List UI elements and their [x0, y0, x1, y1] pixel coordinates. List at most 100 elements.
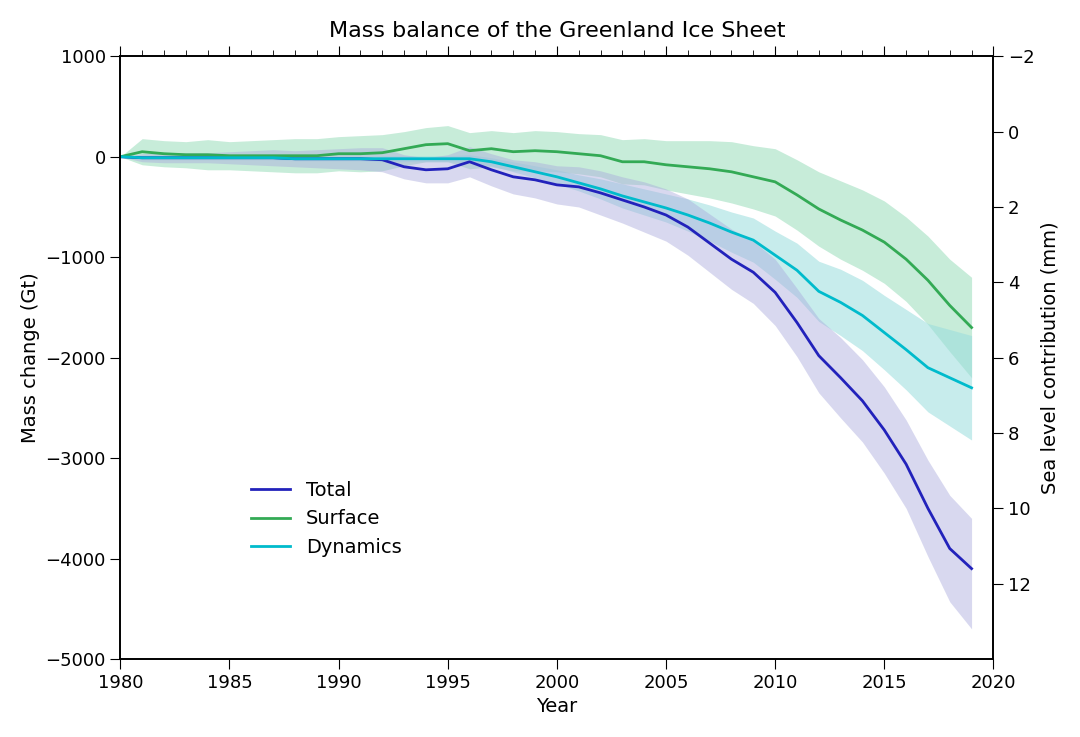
Surface [507, 147, 519, 156]
Dynamics [725, 228, 738, 237]
Dynamics [681, 211, 694, 220]
Dynamics [463, 154, 476, 163]
Dynamics [333, 154, 346, 163]
Surface [681, 162, 694, 171]
Surface [485, 144, 498, 153]
Total [900, 460, 913, 469]
Surface [856, 226, 869, 234]
Surface [333, 150, 346, 158]
Surface [966, 323, 978, 332]
Dynamics [442, 154, 455, 163]
Dynamics [245, 153, 258, 162]
Surface [878, 238, 891, 247]
Dynamics [594, 184, 607, 193]
Total [725, 255, 738, 264]
Surface [310, 151, 323, 160]
Surface [419, 140, 432, 149]
Surface [136, 147, 149, 156]
Surface [594, 151, 607, 160]
Total [572, 183, 585, 192]
Surface [725, 167, 738, 176]
Dynamics [966, 383, 978, 392]
Total [703, 239, 716, 248]
Total [834, 374, 847, 383]
Surface [616, 157, 629, 166]
Dynamics [310, 154, 323, 163]
Total [551, 181, 564, 189]
Total [878, 425, 891, 434]
Total [856, 397, 869, 405]
Surface [660, 161, 673, 170]
Surface [463, 146, 476, 155]
Total [397, 162, 410, 171]
Surface [201, 150, 214, 159]
Dynamics [812, 287, 825, 296]
Dynamics [201, 153, 214, 162]
Total [463, 157, 476, 166]
Total [485, 165, 498, 174]
Surface [551, 147, 564, 156]
Title: Mass balance of the Greenland Ice Sheet: Mass balance of the Greenland Ice Sheet [328, 21, 785, 41]
Dynamics [834, 298, 847, 307]
Surface [769, 178, 782, 186]
Total [747, 268, 760, 276]
Dynamics [769, 251, 782, 259]
Surface [921, 276, 934, 284]
Dynamics [158, 153, 171, 162]
Total [594, 189, 607, 198]
Dynamics [878, 328, 891, 337]
Surface [703, 164, 716, 173]
Total [769, 288, 782, 297]
Dynamics [660, 203, 673, 212]
Total [660, 211, 673, 220]
Line: Dynamics: Dynamics [120, 157, 972, 388]
Total [222, 153, 235, 162]
X-axis label: Year: Year [537, 697, 578, 716]
Dynamics [616, 192, 629, 200]
Total [507, 172, 519, 181]
Dynamics [136, 153, 149, 162]
Total [637, 203, 650, 212]
Dynamics [921, 363, 934, 372]
Total [681, 223, 694, 231]
Total [442, 164, 455, 173]
Surface [812, 205, 825, 214]
Dynamics [507, 162, 519, 171]
Total [267, 153, 280, 162]
Y-axis label: Sea level contribution (mm): Sea level contribution (mm) [1040, 221, 1059, 494]
Total [113, 153, 126, 161]
Total [310, 154, 323, 163]
Surface [943, 301, 956, 310]
Surface [834, 216, 847, 225]
Total [245, 153, 258, 162]
Total [812, 352, 825, 360]
Dynamics [528, 167, 541, 176]
Legend: Total, Surface, Dynamics: Total, Surface, Dynamics [244, 473, 409, 565]
Y-axis label: Mass change (Gt): Mass change (Gt) [21, 272, 40, 443]
Surface [354, 150, 367, 158]
Dynamics [551, 172, 564, 181]
Dynamics [179, 153, 192, 162]
Dynamics [791, 266, 804, 275]
Dynamics [113, 153, 126, 161]
Surface [245, 151, 258, 160]
Total [158, 153, 171, 162]
Dynamics [267, 153, 280, 162]
Surface [113, 153, 126, 161]
Dynamics [572, 178, 585, 187]
Dynamics [397, 154, 410, 163]
Surface [267, 151, 280, 160]
Total [921, 504, 934, 513]
Total [354, 154, 367, 163]
Total [791, 318, 804, 327]
Surface [572, 150, 585, 158]
Dynamics [288, 154, 301, 163]
Surface [528, 146, 541, 155]
Total [966, 565, 978, 573]
Surface [222, 151, 235, 160]
Dynamics [637, 198, 650, 206]
Total [288, 154, 301, 163]
Total [333, 154, 346, 163]
Dynamics [419, 154, 432, 163]
Dynamics [485, 157, 498, 166]
